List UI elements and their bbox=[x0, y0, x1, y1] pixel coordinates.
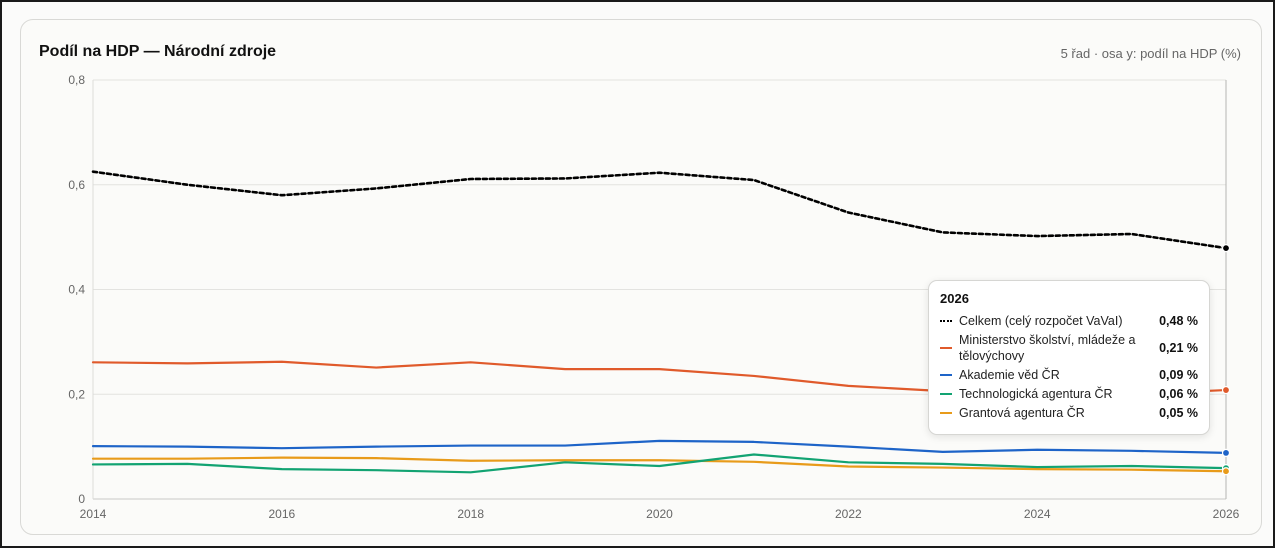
tooltip-row-label: Grantová agentura ČR bbox=[959, 406, 1085, 420]
y-tick-label: 0,2 bbox=[68, 387, 85, 401]
tooltip-row-value: 0,48 % bbox=[1159, 314, 1198, 328]
tooltip-row-label: Akademie věd ČR bbox=[959, 368, 1060, 382]
series-line bbox=[91, 453, 1228, 474]
tooltip-row-value: 0,06 % bbox=[1159, 387, 1198, 401]
tooltip-row: Grantová agentura ČR 0,05 % bbox=[940, 405, 1198, 421]
y-tick-label: 0 bbox=[78, 492, 85, 506]
y-tick-label: 0,4 bbox=[68, 283, 85, 297]
x-tick-label: 2022 bbox=[835, 507, 862, 521]
chart-tooltip: 2026 Celkem (celý rozpočet VaVaI) 0,48 %… bbox=[928, 280, 1210, 435]
tooltip-row-label: Celkem (celý rozpočet VaVaI) bbox=[959, 314, 1123, 328]
tooltip-row-value: 0,05 % bbox=[1159, 406, 1198, 420]
y-tick-label: 0,6 bbox=[68, 178, 85, 192]
tooltip-row-value: 0,21 % bbox=[1159, 341, 1198, 355]
x-tick-label: 2020 bbox=[646, 507, 673, 521]
series-swatch-icon bbox=[940, 393, 952, 395]
series-point bbox=[1221, 385, 1231, 395]
tooltip-row-label: Technologická agentura ČR bbox=[959, 387, 1113, 401]
chart-subtitle: 5 řad · osa y: podíl na HDP (%) bbox=[1060, 46, 1241, 61]
series-point bbox=[1221, 244, 1231, 253]
tooltip-title: 2026 bbox=[940, 291, 969, 306]
tooltip-row: Technologická agentura ČR 0,06 % bbox=[940, 386, 1198, 402]
chart-title: Podíl na HDP — Národní zdroje bbox=[39, 43, 277, 60]
tooltip-row: Ministerstvo školství, mládeže a tělovýc… bbox=[940, 332, 1198, 364]
series-point bbox=[1221, 448, 1231, 458]
x-tick-label: 2024 bbox=[1024, 507, 1051, 521]
series-swatch-icon bbox=[940, 347, 952, 349]
series-point bbox=[1221, 467, 1231, 476]
y-tick-label: 0,8 bbox=[68, 73, 85, 87]
x-tick-label: 2016 bbox=[268, 507, 295, 521]
series-swatch-icon bbox=[940, 412, 952, 414]
tooltip-row: Akademie věd ČR 0,09 % bbox=[940, 367, 1198, 383]
tooltip-row: Celkem (celý rozpočet VaVaI) 0,48 % bbox=[940, 313, 1198, 329]
tooltip-row-value: 0,09 % bbox=[1159, 368, 1198, 382]
tooltip-row-label: Ministerstvo školství, mládeže a tělovýc… bbox=[959, 333, 1136, 363]
x-tick-label: 2018 bbox=[457, 507, 484, 521]
series-line bbox=[91, 170, 1228, 250]
series-line bbox=[91, 456, 1228, 473]
series-line bbox=[91, 439, 1228, 455]
x-tick-label: 2026 bbox=[1213, 507, 1240, 521]
series-swatch-icon bbox=[940, 320, 952, 322]
series-swatch-icon bbox=[940, 374, 952, 376]
x-tick-label: 2014 bbox=[80, 507, 107, 521]
